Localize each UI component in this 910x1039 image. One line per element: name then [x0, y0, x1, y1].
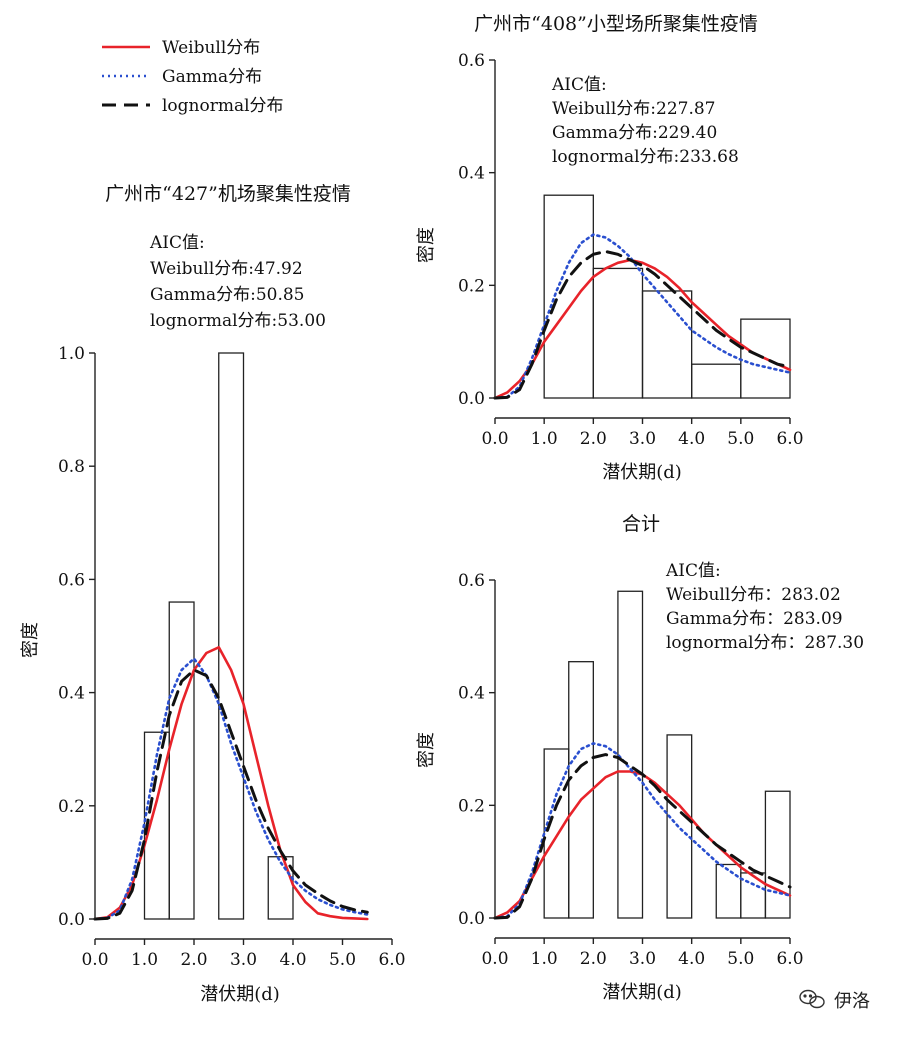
chart-panel-408: 广州市“408”小型场所聚集性疫情 AIC值: Weibull分布:227.87… — [416, 13, 804, 483]
y-tick-label: 1.0 — [58, 344, 85, 364]
y-tick-label: 0.0 — [458, 909, 485, 929]
x-tick-label: 6.0 — [776, 949, 803, 969]
y-axis-label: 密度 — [416, 227, 437, 263]
x-axis-label: 潜伏期(d) — [602, 462, 682, 483]
aic-box: AIC值: Weibull分布：283.02 Gamma分布：283.09 lo… — [665, 561, 864, 653]
watermark: 伊洛 — [799, 989, 870, 1012]
series-line-Gamma分布 — [93, 657, 369, 921]
x-tick-label: 3.0 — [629, 949, 656, 969]
histogram-bar — [592, 267, 644, 399]
x-tick-label: 0.0 — [81, 950, 108, 970]
series-line-Weibull分布 — [93, 645, 369, 921]
legend-label-gamma: Gamma分布 — [162, 67, 262, 87]
y-tick-label: 0.0 — [58, 910, 85, 930]
y-tick-label: 0.4 — [458, 684, 485, 704]
x-axis-label: 潜伏期(d) — [200, 984, 280, 1005]
legend-item-weibull: Weibull分布 — [102, 38, 260, 58]
series-line-lognormal分布 — [493, 250, 792, 400]
x-tick-label: 3.0 — [230, 950, 257, 970]
chart-panel-total: 合计 AIC值: Weibull分布：283.02 Gamma分布：283.09… — [416, 513, 864, 1003]
histogram-bar — [740, 872, 767, 919]
histogram-bar — [666, 734, 693, 919]
aic-header: AIC值: — [665, 561, 721, 581]
x-axis-label: 潜伏期(d) — [602, 982, 682, 1003]
aic-lognormal: lognormal分布：287.30 — [666, 633, 864, 653]
aic-box: AIC值: Weibull分布:227.87 Gamma分布:229.40 lo… — [551, 75, 739, 167]
x-tick-label: 6.0 — [378, 950, 405, 970]
x-tick-label: 1.0 — [531, 429, 558, 449]
plot-area: 0.0 0.2 0.4 0.6 0.8 1.0 0.0 1.0 2.0 3.0 4.0 5.0 6.0 — [58, 344, 406, 970]
y-tick-label: 0.2 — [58, 797, 85, 817]
histogram-bar — [543, 194, 594, 399]
legend-label-lognormal: lognormal分布 — [162, 96, 284, 116]
y-tick-label: 0.6 — [458, 571, 485, 591]
aic-lognormal: lognormal分布:233.68 — [552, 147, 739, 167]
y-tick-label: 0.4 — [58, 684, 85, 704]
y-axis-label: 密度 — [20, 622, 41, 658]
aic-weibull: Weibull分布:227.87 — [552, 99, 716, 119]
series-line-lognormal分布 — [93, 668, 369, 921]
series-line-Weibull分布 — [493, 258, 792, 400]
histogram-bar — [764, 790, 791, 919]
histogram-bar — [715, 863, 742, 919]
x-tick-label: 4.0 — [279, 950, 306, 970]
y-tick-label: 0.2 — [458, 276, 485, 296]
y-tick-label: 0.4 — [458, 164, 485, 184]
legend-label-weibull: Weibull分布 — [162, 38, 260, 58]
histogram-bar — [617, 590, 644, 919]
legend-item-gamma: Gamma分布 — [102, 67, 262, 87]
y-tick-label: 0.0 — [458, 389, 485, 409]
aic-gamma: Gamma分布：283.09 — [666, 609, 843, 629]
aic-box: AIC值: Weibull分布:47.92 Gamma分布:50.85 logn… — [149, 233, 326, 331]
x-tick-label: 5.0 — [329, 950, 356, 970]
x-tick-label: 0.0 — [481, 949, 508, 969]
legend-item-lognormal: lognormal分布 — [102, 96, 284, 116]
histogram-bar — [641, 290, 693, 399]
aic-weibull: Weibull分布：283.02 — [666, 585, 841, 605]
series-line-lognormal分布 — [493, 753, 792, 920]
x-tick-label: 2.0 — [580, 429, 607, 449]
series-line-Gamma分布 — [493, 742, 792, 920]
histogram-bar — [691, 363, 742, 399]
histogram-bar — [568, 661, 594, 919]
legend: Weibull分布 Gamma分布 lognormal分布 — [102, 38, 284, 116]
chart-title: 合计 — [622, 513, 660, 535]
series-line-Gamma分布 — [493, 233, 792, 400]
y-tick-label: 0.6 — [458, 51, 485, 71]
aic-lognormal: lognormal分布:53.00 — [150, 311, 326, 331]
wechat-icon — [799, 989, 825, 1009]
aic-gamma: Gamma分布:50.85 — [150, 285, 305, 305]
x-tick-label: 4.0 — [678, 949, 705, 969]
aic-header: AIC值: — [149, 233, 205, 253]
aic-header: AIC值: — [551, 75, 607, 95]
x-tick-label: 5.0 — [727, 429, 754, 449]
x-tick-label: 3.0 — [629, 429, 656, 449]
chart-title: 广州市“408”小型场所聚集性疫情 — [474, 13, 758, 35]
x-tick-label: 6.0 — [776, 429, 803, 449]
x-tick-label: 5.0 — [727, 949, 754, 969]
x-tick-label: 4.0 — [678, 429, 705, 449]
x-tick-label: 1.0 — [531, 949, 558, 969]
x-tick-label: 2.0 — [580, 949, 607, 969]
plot-area: 0.0 0.2 0.4 0.6 0.0 1.0 2.0 3.0 4.0 5.0 6.0 — [458, 51, 804, 449]
histogram-bar — [267, 856, 294, 920]
chart-panel-427: 广州市“427”机场聚集性疫情 AIC值: Weibull分布:47.92 Ga… — [20, 183, 406, 1005]
y-tick-label: 0.8 — [58, 457, 85, 477]
histogram-bar — [218, 352, 245, 920]
watermark-text: 伊洛 — [834, 991, 870, 1012]
x-tick-label: 0.0 — [481, 429, 508, 449]
y-tick-label: 0.6 — [58, 570, 85, 590]
aic-gamma: Gamma分布:229.40 — [552, 123, 717, 143]
plot-area: 0.0 0.2 0.4 0.6 0.0 1.0 2.0 3.0 4.0 5.0 6.0 — [458, 571, 804, 969]
x-tick-label: 1.0 — [131, 950, 158, 970]
aic-weibull: Weibull分布:47.92 — [150, 259, 303, 279]
y-tick-label: 0.2 — [458, 796, 485, 816]
chart-title: 广州市“427”机场聚集性疫情 — [105, 183, 351, 205]
x-tick-label: 2.0 — [180, 950, 207, 970]
y-axis-label: 密度 — [416, 732, 437, 768]
histogram-bar — [168, 601, 195, 920]
